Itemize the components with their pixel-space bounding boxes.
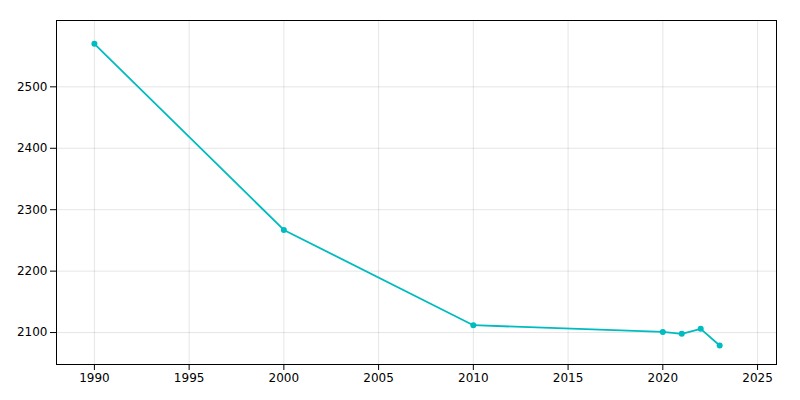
svg-text:1995: 1995 [174,371,205,385]
svg-text:2000: 2000 [269,371,300,385]
svg-text:1990: 1990 [79,371,110,385]
svg-text:2500: 2500 [17,80,48,94]
svg-text:2100: 2100 [17,325,48,339]
svg-text:2025: 2025 [742,371,773,385]
svg-text:2300: 2300 [17,203,48,217]
svg-text:2400: 2400 [17,141,48,155]
svg-text:2020: 2020 [648,371,679,385]
svg-text:2005: 2005 [363,371,394,385]
svg-text:2200: 2200 [17,264,48,278]
svg-text:2010: 2010 [458,371,489,385]
svg-text:2015: 2015 [553,371,584,385]
